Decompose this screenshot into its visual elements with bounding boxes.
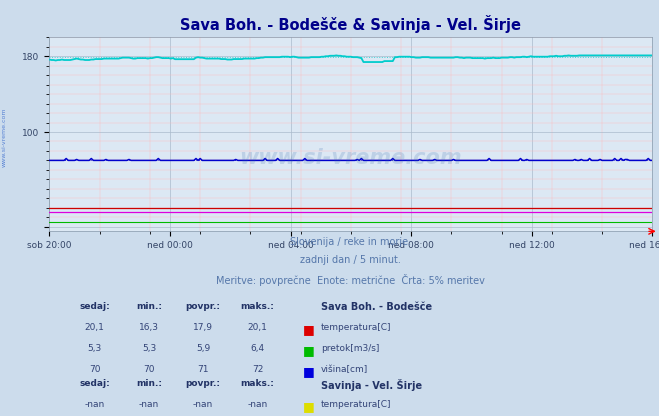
Text: 72: 72 (252, 365, 263, 374)
Text: ■: ■ (302, 344, 314, 357)
Text: 16,3: 16,3 (139, 323, 159, 332)
Text: maks.:: maks.: (241, 302, 274, 310)
Text: višina[cm]: višina[cm] (321, 365, 368, 374)
Text: -nan: -nan (193, 400, 214, 409)
Text: sedaj:: sedaj: (79, 302, 110, 310)
Text: ■: ■ (302, 365, 314, 378)
Text: -nan: -nan (247, 400, 268, 409)
Text: pretok[m3/s]: pretok[m3/s] (321, 344, 379, 353)
Text: min.:: min.: (136, 302, 162, 310)
Text: Slovenija / reke in morje.: Slovenija / reke in morje. (291, 237, 411, 247)
Text: Sava Boh. - Bodešče: Sava Boh. - Bodešče (321, 302, 432, 312)
Text: -nan: -nan (139, 400, 159, 409)
Text: 17,9: 17,9 (193, 323, 213, 332)
Text: povpr.:: povpr.: (186, 302, 221, 310)
Text: 5,9: 5,9 (196, 344, 210, 353)
Text: 71: 71 (198, 365, 209, 374)
Text: ■: ■ (302, 400, 314, 414)
Text: 5,3: 5,3 (88, 344, 101, 353)
Text: 5,3: 5,3 (142, 344, 156, 353)
Text: 6,4: 6,4 (250, 344, 264, 353)
Text: ■: ■ (302, 323, 314, 336)
Text: -nan: -nan (84, 400, 105, 409)
Text: Meritve: povprečne  Enote: metrične  Črta: 5% meritev: Meritve: povprečne Enote: metrične Črta:… (216, 274, 486, 286)
Text: sedaj:: sedaj: (79, 379, 110, 388)
Text: 20,1: 20,1 (248, 323, 268, 332)
Text: 20,1: 20,1 (85, 323, 105, 332)
Text: 70: 70 (89, 365, 100, 374)
Text: www.si-vreme.com: www.si-vreme.com (240, 148, 462, 168)
Text: temperatura[C]: temperatura[C] (321, 400, 391, 409)
Text: www.si-vreme.com: www.si-vreme.com (2, 107, 7, 167)
Text: 70: 70 (143, 365, 155, 374)
Text: zadnji dan / 5 minut.: zadnji dan / 5 minut. (301, 255, 401, 265)
Text: temperatura[C]: temperatura[C] (321, 323, 391, 332)
Text: min.:: min.: (136, 379, 162, 388)
Text: maks.:: maks.: (241, 379, 274, 388)
Text: Savinja - Vel. Širje: Savinja - Vel. Širje (321, 379, 422, 391)
Text: povpr.:: povpr.: (186, 379, 221, 388)
Title: Sava Boh. - Bodešče & Savinja - Vel. Širje: Sava Boh. - Bodešče & Savinja - Vel. Šir… (181, 15, 521, 34)
